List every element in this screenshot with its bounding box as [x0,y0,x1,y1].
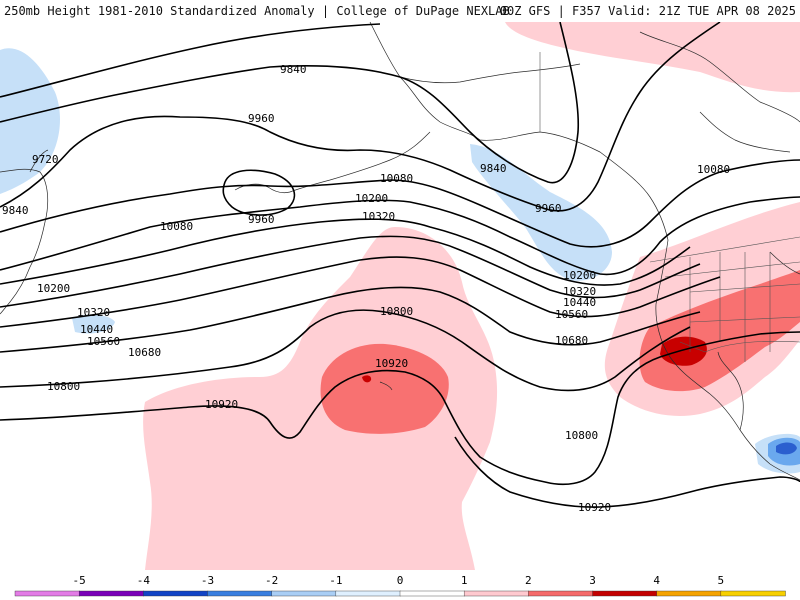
contour-label-10680-b: 10680 [555,334,588,347]
legend-bin [207,590,273,597]
legend-tick-label: 2 [525,574,532,587]
legend-tick-label: 4 [653,574,660,587]
legend-bin [592,590,658,597]
legend-bin [656,590,722,597]
contour-label-10320-a: 10320 [362,210,395,223]
contour-label-9840-c: 9840 [2,204,29,217]
contour-labels: 9840 9840 9840 9720 9960 9960 9960 10080… [2,63,730,514]
contour-label-10080-b: 10080 [160,220,193,233]
legend-bin [143,590,209,597]
legend-bin [463,590,530,597]
height-contours [0,22,800,508]
legend-bin [14,590,80,597]
contour-label-10680-a: 10680 [128,346,161,359]
legend-bin [271,590,337,597]
contour-label-10560-b: 10560 [555,308,588,321]
legend-tick-label: -5 [73,574,86,587]
contour-label-10920-b: 10920 [205,398,238,411]
contour-label-10320-c: 10320 [563,285,596,298]
legend-bin [335,590,401,597]
legend-tick-label: 5 [718,574,725,587]
contour-label-9960-a: 9960 [248,112,275,125]
legend-bin [720,590,786,597]
contour-label-10920-c: 10920 [578,501,611,514]
contour-label-10200-a: 10200 [355,192,388,205]
legend-tick-label: 3 [589,574,596,587]
run-valid-time: 00Z GFS | F357 Valid: 21Z TUE APR 08 202… [499,4,796,18]
contour-label-10800-b: 10800 [47,380,80,393]
contour-label-9720: 9720 [32,153,59,166]
contour-label-10080-c: 10080 [697,163,730,176]
legend-ticks: -5 -4 -3 -2 -1 0 1 2 3 4 5 [73,574,725,587]
anomaly-map: 9840 9840 9840 9720 9960 9960 9960 10080… [0,22,800,570]
contour-label-10560-a: 10560 [87,335,120,348]
contour-label-9840-a: 9840 [280,63,307,76]
legend-tick-label: -2 [265,574,278,587]
contour-label-10800-c: 10800 [565,429,598,442]
contour-label-10800-a: 10800 [380,305,413,318]
legend-bins [14,590,786,597]
map-title: 250mb Height 1981-2010 Standardized Anom… [4,4,510,18]
color-scale-legend: -5 -4 -3 -2 -1 0 1 2 3 4 5 [14,574,786,597]
negative-anomaly-shading [0,48,800,474]
contour-label-9960-b: 9960 [248,213,275,226]
contour-label-9960-c: 9960 [535,202,562,215]
legend-tick-label: 0 [397,574,404,587]
legend-bin [528,590,594,597]
contour-label-10200-c: 10200 [563,269,596,282]
legend-tick-label: -3 [201,574,214,587]
legend-bin [399,590,465,597]
contour-label-10320-b: 10320 [77,306,110,319]
contour-label-10080-a: 10080 [380,172,413,185]
legend-tick-label: -4 [137,574,151,587]
contour-label-10440-a: 10440 [80,323,113,336]
legend-bin [78,590,145,597]
contour-label-10920-a: 10920 [375,357,408,370]
contour-label-10200-b: 10200 [37,282,70,295]
coastlines [0,22,800,481]
contour-label-9840-b: 9840 [480,162,507,175]
legend-tick-label: -1 [329,574,342,587]
legend-tick-label: 1 [461,574,468,587]
contour-label-10440-b: 10440 [563,296,596,309]
header-bar: 250mb Height 1981-2010 Standardized Anom… [0,0,800,22]
